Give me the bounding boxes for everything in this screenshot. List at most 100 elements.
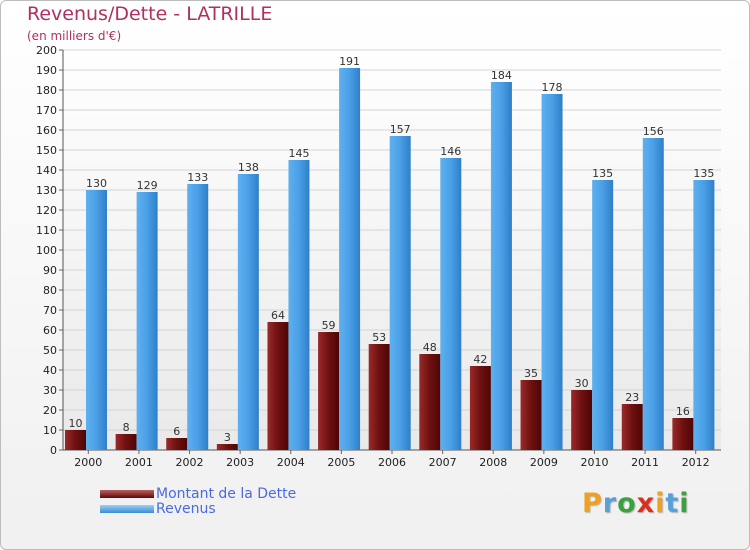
value-label-revenus: 145: [288, 147, 309, 160]
bar-revenus: [440, 158, 462, 450]
value-label-dette: 23: [625, 391, 639, 404]
x-tick-label: 2012: [682, 456, 710, 469]
bar-dette: [672, 418, 694, 450]
logo-letter: x: [636, 488, 656, 519]
y-tick-label: 60: [43, 324, 57, 337]
legend: Montant de la Dette Revenus: [100, 485, 297, 517]
value-label-revenus: 129: [137, 179, 158, 192]
x-tick-label: 2000: [74, 456, 102, 469]
x-tick-label: 2010: [580, 456, 608, 469]
bar-dette: [115, 434, 137, 450]
y-tick-label: 140: [36, 164, 57, 177]
y-tick-label: 100: [36, 244, 57, 257]
legend-label-revenus: Revenus: [156, 500, 216, 517]
y-tick-label: 200: [36, 44, 57, 57]
x-tick-label: 2011: [631, 456, 659, 469]
legend-item-dette: Montant de la Dette: [100, 485, 297, 502]
bar-revenus: [237, 174, 259, 450]
bar-dette: [166, 438, 188, 450]
value-label-revenus: 135: [693, 167, 714, 180]
y-tick-label: 40: [43, 364, 57, 377]
x-tick-label: 2004: [277, 456, 305, 469]
logo-letter: i: [679, 488, 690, 519]
legend-label-dette: Montant de la Dette: [156, 485, 297, 502]
y-tick-label: 110: [36, 224, 57, 237]
value-label-revenus: 178: [542, 81, 563, 94]
bar-dette: [318, 332, 340, 450]
bar-revenus: [187, 184, 209, 450]
bar-revenus: [490, 82, 512, 450]
y-tick-label: 50: [43, 344, 57, 357]
bar-revenus: [288, 160, 310, 450]
y-tick-label: 90: [43, 264, 57, 277]
bar-dette: [368, 344, 390, 450]
value-label-dette: 42: [473, 353, 487, 366]
bar-dette: [520, 380, 542, 450]
legend-item-revenus: Revenus: [100, 500, 296, 517]
legend-swatch-dette: [100, 489, 154, 498]
bar-revenus: [592, 180, 614, 450]
value-label-revenus: 130: [86, 177, 107, 190]
y-tick-label: 30: [43, 384, 57, 397]
bar-revenus: [693, 180, 715, 450]
y-tick-label: 130: [36, 184, 57, 197]
bar-revenus: [339, 68, 361, 450]
logo-letter: t: [665, 488, 680, 519]
value-label-dette: 59: [322, 319, 336, 332]
y-tick-label: 0: [50, 444, 57, 457]
value-label-revenus: 138: [238, 161, 259, 174]
y-tick-label: 20: [43, 404, 57, 417]
bar-dette: [469, 366, 491, 450]
y-tick-label: 80: [43, 284, 57, 297]
y-tick-label: 160: [36, 124, 57, 137]
value-label-revenus: 191: [339, 55, 360, 68]
chart-title: Revenus/Dette - LATRILLE: [27, 3, 273, 25]
bar-dette: [419, 354, 441, 450]
y-tick-label: 120: [36, 204, 57, 217]
y-tick-label: 150: [36, 144, 57, 157]
y-tick-label: 70: [43, 304, 57, 317]
bar-revenus: [389, 136, 411, 450]
x-tick-label: 2009: [530, 456, 558, 469]
value-label-dette: 53: [372, 331, 386, 344]
bar-dette: [216, 444, 238, 450]
value-label-dette: 3: [224, 431, 231, 444]
logo-letter: i: [655, 488, 666, 519]
value-label-dette: 30: [575, 377, 589, 390]
y-tick-label: 10: [43, 424, 57, 437]
bar-dette: [621, 404, 643, 450]
x-tick-label: 2006: [378, 456, 406, 469]
value-label-dette: 16: [676, 405, 690, 418]
bar-dette: [267, 322, 289, 450]
bar-dette: [571, 390, 593, 450]
x-tick-label: 2002: [176, 456, 204, 469]
x-tick-label: 2007: [429, 456, 457, 469]
legend-swatch-revenus: [100, 504, 154, 513]
x-tick-label: 2003: [226, 456, 254, 469]
value-label-revenus: 146: [440, 145, 461, 158]
proxiti-logo: Proxiti: [582, 488, 690, 519]
x-tick-label: 2005: [327, 456, 355, 469]
bar-revenus: [642, 138, 664, 450]
y-tick-label: 170: [36, 104, 57, 117]
logo-letter: r: [602, 488, 618, 519]
value-label-revenus: 156: [643, 125, 664, 138]
chart-subtitle: (en milliers d'€): [27, 29, 122, 43]
value-label-revenus: 157: [390, 123, 411, 136]
logo-letter: o: [617, 488, 637, 519]
y-tick-label: 180: [36, 84, 57, 97]
bar-revenus: [136, 192, 158, 450]
value-label-revenus: 133: [187, 171, 208, 184]
logo-letter: P: [582, 488, 603, 519]
value-label-revenus: 184: [491, 69, 512, 82]
value-label-dette: 6: [173, 425, 180, 438]
x-tick-label: 2001: [125, 456, 153, 469]
value-label-revenus: 135: [592, 167, 613, 180]
bar-dette: [65, 430, 86, 450]
value-label-dette: 10: [69, 417, 83, 430]
value-label-dette: 8: [123, 421, 130, 434]
bar-revenus: [541, 94, 563, 450]
y-tick-label: 190: [36, 64, 57, 77]
bar-revenus: [86, 190, 107, 450]
